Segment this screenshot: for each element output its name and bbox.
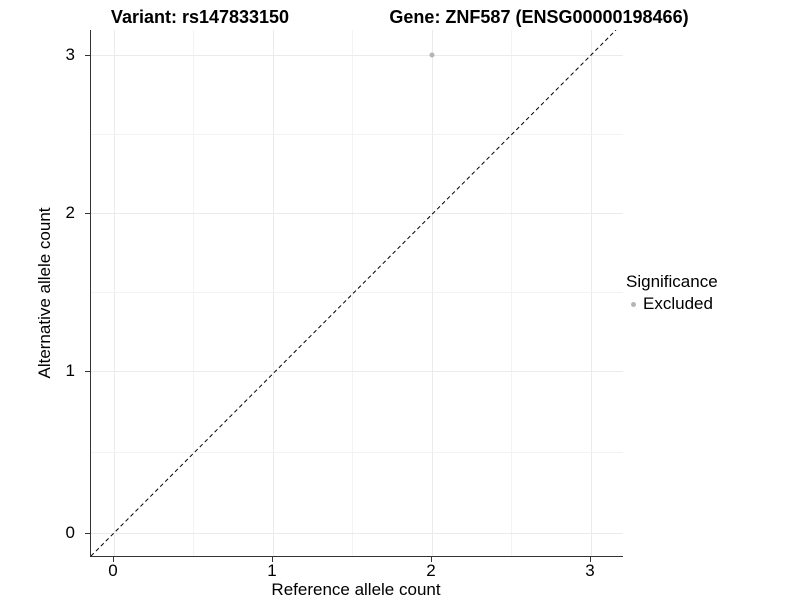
gridline-minor: [193, 30, 194, 556]
y-tick-label: 1: [65, 361, 75, 380]
x-axis-title: Reference allele count: [271, 580, 441, 599]
y-tick-label: 0: [65, 523, 75, 542]
gridline-major-x3: [591, 30, 592, 556]
legend-title: Significance: [626, 272, 718, 291]
plot-title-gene: Gene: ZNF587 (ENSG00000198466): [389, 7, 689, 27]
y-axis-title: Alternative allele count: [35, 207, 54, 379]
data-point-excluded: [429, 52, 435, 58]
y-tick-label: 2: [65, 203, 75, 222]
x-tick-label: 2: [426, 561, 436, 580]
gridline-major-y0: [91, 533, 623, 534]
y-tick-label: 3: [65, 45, 75, 64]
gridline-major-y3: [91, 55, 623, 56]
legend-point-icon: [631, 301, 636, 307]
x-tick: [113, 557, 114, 562]
x-tick-label: 1: [267, 561, 277, 580]
gridline-minor: [511, 30, 512, 556]
gridline-major-y2: [91, 213, 623, 214]
legend-item-label: Excluded: [643, 294, 713, 313]
x-tick: [431, 557, 432, 562]
y-tick: [85, 213, 90, 214]
plot-title-variant: Variant: rs147833150: [110, 7, 290, 27]
gridline-minor: [91, 452, 623, 453]
identity-line: [91, 30, 617, 556]
gridline-minor: [91, 134, 623, 135]
x-tick-label: 3: [585, 561, 595, 580]
gridline-major-y1: [91, 371, 623, 372]
plot-panel: [90, 30, 623, 557]
legend: Significance Excluded: [626, 272, 718, 314]
legend-item-excluded: Excluded: [626, 294, 718, 314]
y-tick: [85, 55, 90, 56]
y-tick: [85, 533, 90, 534]
gridline-major-x0: [114, 30, 115, 556]
x-tick: [272, 557, 273, 562]
gridline-minor: [352, 30, 353, 556]
gridline-major-x1: [273, 30, 274, 556]
gridline-minor: [91, 292, 623, 293]
y-tick: [85, 371, 90, 372]
x-tick: [590, 557, 591, 562]
gridline-major-x2: [432, 30, 433, 556]
x-tick-label: 0: [108, 561, 118, 580]
